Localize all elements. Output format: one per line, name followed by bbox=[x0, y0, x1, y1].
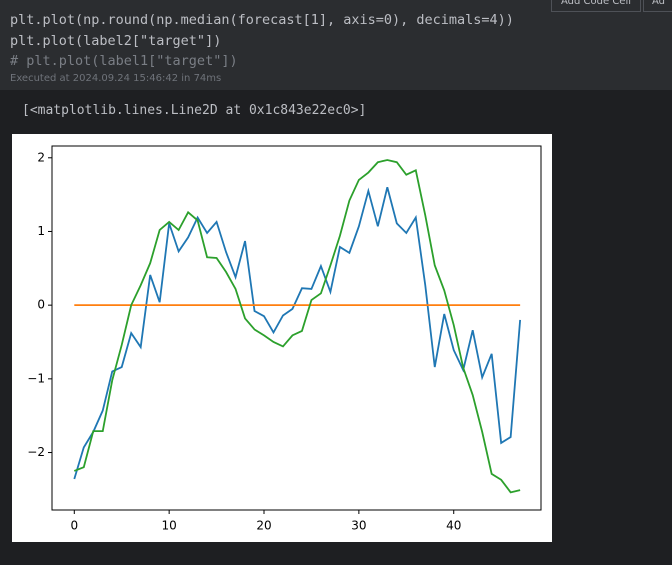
code-line: plt.plot(label2["target"]) bbox=[10, 33, 222, 49]
add-code-button[interactable]: Add Code Cell bbox=[551, 0, 642, 12]
x-tick-label: 40 bbox=[446, 519, 461, 533]
y-tick-label: 1 bbox=[37, 224, 45, 238]
x-tick-label: 0 bbox=[70, 519, 78, 533]
y-tick-label: −2 bbox=[27, 445, 45, 459]
y-tick-label: −1 bbox=[27, 371, 45, 385]
x-tick-label: 20 bbox=[256, 519, 271, 533]
code-comment: # plt.plot(label1["target"]) bbox=[10, 53, 238, 69]
chart: 0 10 20 30 40 −2 −1 0 1 2 bbox=[12, 134, 552, 542]
execution-info: Executed at 2024.09.24 15:46:42 in 74ms bbox=[10, 73, 222, 84]
x-tick-label: 10 bbox=[162, 519, 177, 533]
output-text: [<matplotlib.lines.Line2D at 0x1c843e22e… bbox=[22, 103, 367, 118]
code-line: plt.plot(np.round(np.median(forecast[1],… bbox=[10, 12, 514, 28]
plot-frame bbox=[51, 145, 542, 511]
line-series bbox=[73, 187, 522, 480]
y-tick-label: 2 bbox=[37, 150, 45, 164]
x-tick-label: 30 bbox=[351, 519, 366, 533]
code-cell: Add Code Cell Ad plt.plot(np.round(np.me… bbox=[0, 0, 672, 90]
add-markdown-button[interactable]: Ad bbox=[643, 0, 672, 12]
y-tick-label: 0 bbox=[37, 298, 45, 312]
line-series bbox=[73, 159, 521, 494]
